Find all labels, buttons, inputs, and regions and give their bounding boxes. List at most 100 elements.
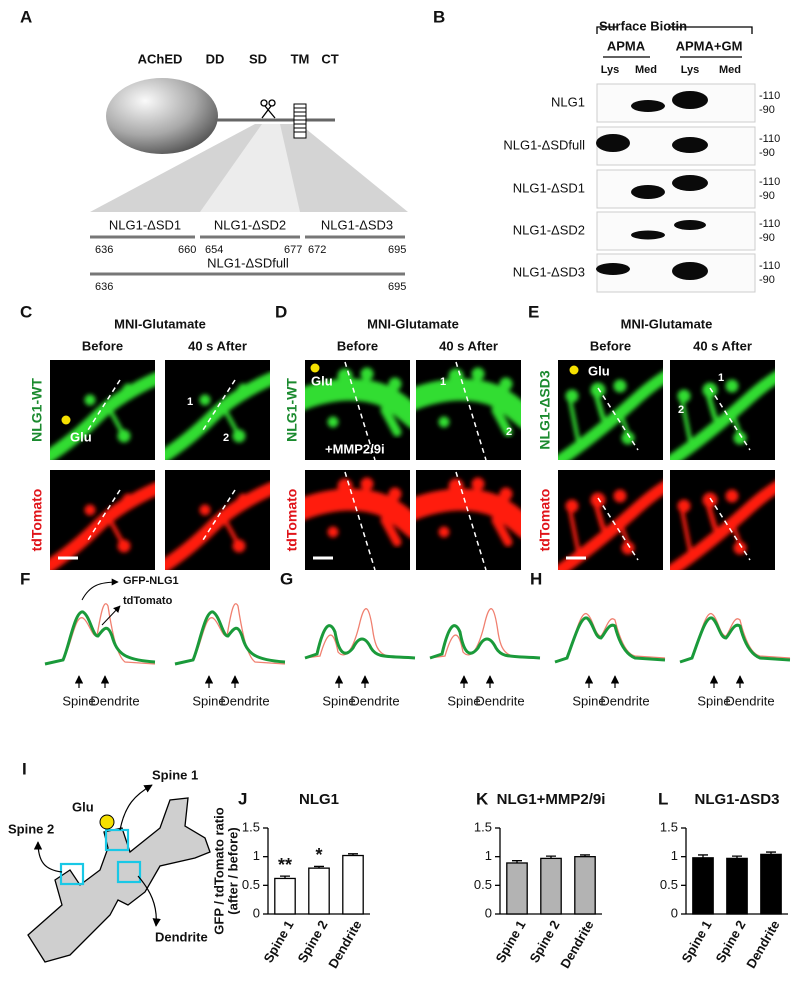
x-tick-label: Spine 1 <box>260 918 296 966</box>
spine-number: 1 <box>718 372 724 384</box>
blots: NLG1 -110 -90 NLG1-ΔSDfull -110 -90 NLG1-ΔSD1 -… <box>503 83 780 293</box>
bar <box>574 856 596 915</box>
time-label: 40 s After <box>188 338 247 353</box>
blot-band <box>674 220 706 230</box>
line-scan <box>709 387 751 451</box>
blot-band <box>631 100 665 112</box>
blot-header: Surface Biotin <box>599 18 687 33</box>
line-scan <box>597 387 639 451</box>
row-label: NLG1-ΔSD3 <box>537 370 553 450</box>
glu-label: Glu <box>70 429 92 444</box>
glu-spot <box>310 363 320 373</box>
stimulus-label: MNI-Glutamate <box>621 316 713 331</box>
spine-number: 1 <box>187 396 193 408</box>
blot-row-label: NLG1-ΔSD1 <box>513 180 585 195</box>
x-tick-label: Spine 1 <box>678 918 714 966</box>
row-label: tdTomato <box>284 489 300 552</box>
bar <box>274 877 296 915</box>
profile-legend: GFP-NLG1 <box>123 575 179 587</box>
domain: DD <box>206 51 225 66</box>
spine-number: 2 <box>506 426 512 438</box>
chart-title: NLG1-ΔSD3 <box>695 791 780 808</box>
mw-marker: -90 <box>759 274 775 286</box>
profile-x-label: Spine <box>572 693 605 708</box>
domain: TM <box>291 51 310 66</box>
mw-marker: -110 <box>759 260 780 272</box>
line-scan <box>709 497 751 561</box>
y-tick-label: 1.5 <box>660 819 678 834</box>
bar <box>308 867 330 915</box>
lane: Med <box>635 64 657 76</box>
y-tick-label: 0 <box>253 905 260 920</box>
x-tick-label: Spine 1 <box>492 918 528 966</box>
line-scan <box>87 379 121 431</box>
intensity-profile <box>43 602 157 666</box>
line-scan <box>344 471 376 571</box>
panel-label: B <box>433 7 445 26</box>
spine-number: 1 <box>440 376 446 388</box>
y-tick-label: 0.5 <box>474 877 492 892</box>
error-bar <box>314 865 324 869</box>
intensity-profile <box>303 607 417 660</box>
profile-x-label: Spine <box>447 693 480 708</box>
bar-charts: NLG1 GFP / tdTomato ratio (after / before)… <box>211 791 788 971</box>
arrow <box>137 875 161 927</box>
y-tick-label: 1.5 <box>474 819 492 834</box>
y-axis-label: (after / before) <box>225 827 240 914</box>
profile-x-label: Dendrite <box>220 693 269 708</box>
mw-marker: -110 <box>759 90 780 102</box>
y-tick-label: 0 <box>671 905 678 920</box>
condition: APMA+GM <box>676 38 743 53</box>
mw-marker: -90 <box>759 232 775 244</box>
treatment-label: +MMP2/9i <box>325 441 385 456</box>
construct-label: NLG1-ΔSD2 <box>214 217 286 232</box>
roi-box <box>116 860 142 884</box>
panel-label: A <box>20 7 32 26</box>
panel-label: F <box>20 569 30 588</box>
residue: 695 <box>388 244 406 256</box>
blot-frame <box>596 211 756 251</box>
x-tick-label: Dendrite <box>557 918 596 971</box>
domain: CT <box>321 51 338 66</box>
residue: 695 <box>388 281 406 293</box>
time-label: Before <box>337 338 378 353</box>
schematic-label: Dendrite <box>155 929 208 944</box>
blot-band <box>672 137 708 153</box>
panel-label: L <box>658 789 668 808</box>
blot-band <box>631 230 665 240</box>
bracket <box>596 26 753 34</box>
error-bar <box>580 854 590 857</box>
y-tick-label: 0 <box>485 905 492 920</box>
deletion-wedge <box>200 124 300 212</box>
x-tick-label: Spine 2 <box>712 918 748 966</box>
construct-label: NLG1-ΔSDfull <box>207 255 289 270</box>
line-scan <box>202 379 236 431</box>
error-bar <box>732 855 742 859</box>
glu-spot <box>61 415 71 425</box>
bar-chart: NLG1 GFP / tdTomato ratio (after / before)… <box>211 791 370 971</box>
line-scan <box>87 489 121 541</box>
construct-label: NLG1-ΔSD3 <box>321 217 393 232</box>
blot-frame <box>596 169 756 209</box>
domain-labels: AChED DD SD TM CT <box>138 51 339 66</box>
mw-marker: -110 <box>759 218 780 230</box>
chart-title: NLG1+MMP2/9i <box>497 791 606 808</box>
spine-number: 2 <box>678 404 684 416</box>
row-label: tdTomato <box>29 489 45 552</box>
imaging-panels: C MNI-Glutamate Before 40 s After Glu 1 2 NLG1-… <box>20 302 775 571</box>
x-tick-label: Dendrite <box>325 918 364 971</box>
y-tick-label: 0.5 <box>242 877 260 892</box>
schematic-label: Glu <box>72 799 94 814</box>
time-label: Before <box>590 338 631 353</box>
line-scan <box>455 361 487 461</box>
profile-x-label: Dendrite <box>600 693 649 708</box>
mw-marker: -90 <box>759 147 775 159</box>
intensity-profile <box>553 612 667 664</box>
domain: SD <box>249 51 267 66</box>
bar <box>760 853 782 915</box>
panel-label: G <box>280 569 293 588</box>
significance: * <box>315 845 322 865</box>
row-label: NLG1-WT <box>284 378 300 442</box>
